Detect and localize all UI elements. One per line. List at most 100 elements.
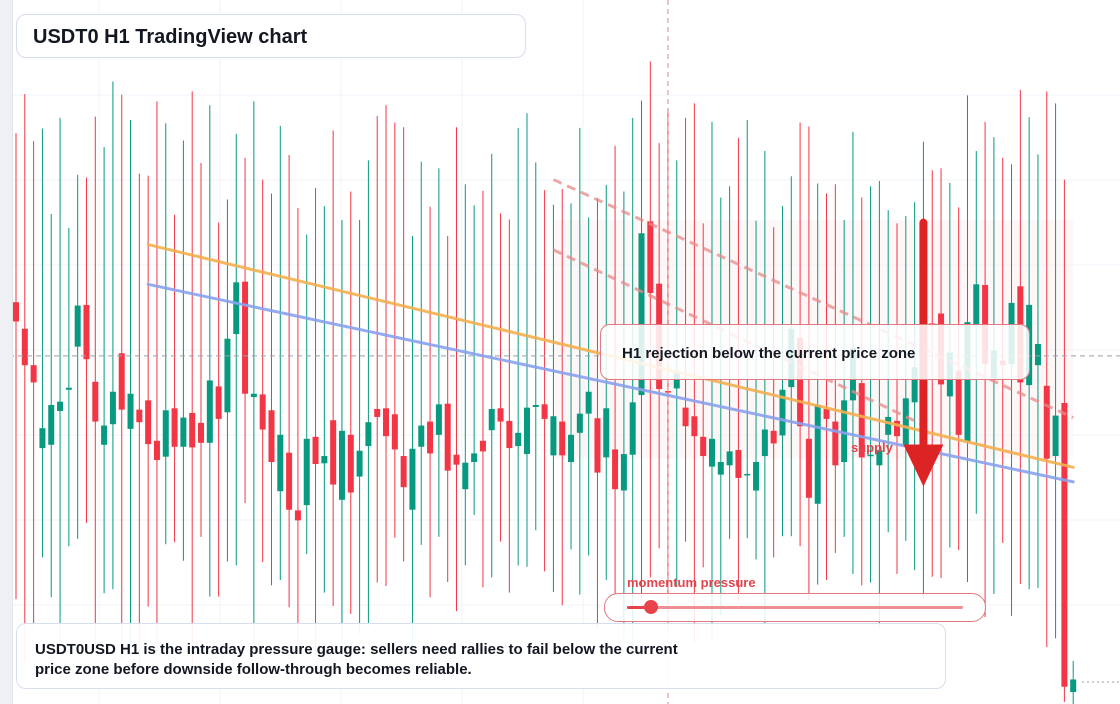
candle (347, 191, 354, 614)
candle-body (65, 387, 72, 390)
candle-body (206, 380, 213, 443)
candle-body (453, 454, 460, 465)
candle (488, 153, 495, 578)
candle (162, 123, 169, 545)
candle (21, 94, 28, 662)
candle (65, 227, 72, 547)
candle-body (973, 284, 980, 326)
candle-body (1052, 415, 1059, 457)
candle (629, 117, 636, 655)
candle-body (383, 408, 390, 437)
candle-body (30, 365, 37, 383)
candle-body (250, 393, 257, 398)
candle (57, 117, 64, 655)
candle-body (427, 421, 434, 454)
candle-body (638, 233, 645, 396)
callout-text: H1 rejection below the current price zon… (622, 345, 916, 362)
candle-body (365, 422, 372, 447)
candle-body (471, 453, 478, 463)
candle (515, 127, 522, 566)
candle (620, 191, 627, 638)
candle-body (21, 328, 28, 366)
candle (48, 214, 55, 598)
candle (330, 130, 337, 606)
chart-title: USDT0 H1 TradingView chart (33, 26, 308, 48)
candle (559, 188, 566, 606)
candle-body (761, 429, 768, 457)
candle-body (444, 403, 451, 471)
candle-body (74, 305, 81, 347)
candle-body (805, 438, 812, 498)
candle-body (832, 421, 839, 466)
candle (894, 223, 900, 575)
candle-body (39, 428, 46, 449)
candle-body (497, 408, 504, 422)
candle-body (779, 389, 786, 436)
candle (180, 140, 187, 561)
candle-body (162, 410, 169, 457)
candle-body (911, 367, 918, 403)
candle-body (180, 417, 187, 447)
candle-body (841, 400, 848, 463)
candle (427, 206, 434, 598)
candle (312, 188, 319, 655)
candle-body (691, 416, 698, 437)
candle (198, 162, 205, 537)
summary-text: USDT0USD H1 is the intraday pressure gau… (35, 641, 678, 678)
candle-body (744, 473, 751, 476)
candle-body (717, 462, 724, 475)
candle-body (858, 383, 865, 458)
candle-body (576, 413, 583, 433)
candle-body (286, 452, 293, 510)
candle-body (109, 391, 116, 425)
candle (1034, 154, 1041, 588)
candle (435, 168, 442, 537)
candle (83, 177, 90, 524)
candle (858, 197, 865, 586)
candle-body (400, 456, 407, 488)
candle-body (330, 420, 337, 485)
candle (391, 122, 398, 538)
candle-body (418, 425, 425, 447)
candle (171, 214, 178, 543)
gauge-fill (627, 606, 651, 609)
candle-body (902, 398, 909, 446)
candle-body (224, 338, 231, 413)
candle-body (118, 353, 125, 410)
candle-body (515, 432, 522, 447)
candle-body (1043, 385, 1050, 459)
candle (568, 203, 575, 550)
candle (259, 179, 266, 563)
candle-body (550, 416, 557, 456)
candle-body (541, 404, 548, 419)
candle (374, 115, 381, 583)
dashed-projection-line (552, 248, 925, 427)
candle-body (488, 408, 495, 431)
gauge-knob (643, 600, 658, 614)
candle (418, 161, 425, 545)
rejection-callout: H1 rejection below the current price zon… (600, 324, 1030, 380)
candle-body (700, 436, 707, 457)
candle (444, 235, 451, 583)
candle-body (127, 393, 134, 429)
candle (400, 127, 407, 562)
down-arrow-head (903, 444, 944, 487)
candle-body (964, 322, 971, 442)
supply-zone-label: supply (851, 440, 893, 455)
candle (145, 175, 152, 607)
candle-body (620, 454, 627, 491)
candle-body (462, 462, 469, 490)
candle-body (312, 436, 319, 464)
candle (911, 202, 918, 571)
candle-body (894, 420, 900, 437)
candle (13, 133, 19, 600)
candle (479, 190, 486, 588)
candle-body (585, 391, 592, 414)
momentum-gauge (604, 593, 986, 622)
candle (277, 125, 284, 581)
candle-body (867, 454, 874, 457)
candle-body (673, 373, 680, 389)
candle (215, 222, 222, 597)
candle (250, 101, 257, 651)
candle (541, 190, 548, 572)
